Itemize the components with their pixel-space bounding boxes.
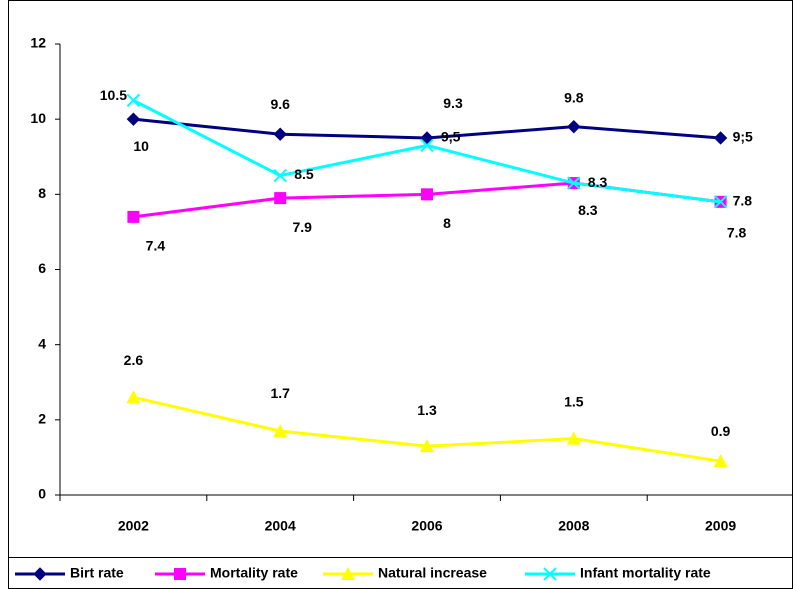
- data-label: 8: [443, 215, 451, 231]
- data-label: 1.7: [270, 385, 290, 401]
- data-label: 1.3: [417, 402, 437, 418]
- y-tick-label: 2: [38, 411, 46, 427]
- legend-box: [8, 557, 793, 589]
- data-label: 10: [133, 138, 149, 154]
- data-label: 9.3: [443, 95, 463, 111]
- data-label: 9,5: [441, 129, 461, 145]
- legend-label: Natural increase: [378, 565, 487, 581]
- data-label: 7.4: [146, 238, 166, 254]
- x-tick-label: 2002: [118, 518, 149, 534]
- data-label: 0.9: [711, 423, 731, 439]
- chart-border: [8, 0, 793, 589]
- x-tick-label: 2006: [411, 518, 442, 534]
- data-point: [273, 127, 287, 141]
- data-label: 7.9: [292, 219, 312, 235]
- y-tick-label: 10: [30, 110, 46, 126]
- data-point: [566, 431, 581, 445]
- data-label: 8.3: [588, 174, 608, 190]
- y-tick-label: 4: [38, 335, 46, 351]
- data-point: [126, 390, 141, 404]
- y-tick-label: 6: [38, 260, 46, 276]
- data-label: 8.3: [578, 202, 598, 218]
- data-point: [127, 210, 140, 223]
- data-point: [713, 454, 728, 468]
- legend-marker: [174, 568, 186, 580]
- data-label: 10.5: [100, 87, 127, 103]
- legend-marker: [341, 567, 355, 580]
- data-point: [567, 119, 581, 134]
- legend-marker: [33, 567, 47, 581]
- data-point: [713, 195, 728, 209]
- data-point: [420, 138, 434, 153]
- y-tick-label: 8: [38, 185, 46, 201]
- data-label: 9.8: [564, 89, 584, 105]
- y-tick-label: 0: [38, 486, 46, 502]
- data-point: [713, 131, 728, 145]
- x-tick-label: 2008: [558, 518, 589, 534]
- data-point: [567, 176, 581, 190]
- x-tick-label: 2004: [265, 518, 296, 534]
- data-label: 9;5: [733, 129, 753, 145]
- legend-label: Mortality rate: [210, 565, 298, 581]
- data-point: [126, 112, 141, 126]
- data-label: 8.5: [294, 166, 314, 182]
- y-tick-label: 12: [30, 35, 46, 51]
- data-label: 9.6: [270, 96, 290, 112]
- data-point: [126, 93, 141, 108]
- legend-label: Infant mortality rate: [580, 565, 711, 581]
- data-label: 1.5: [564, 393, 584, 409]
- legend-label: Birt rate: [70, 565, 124, 581]
- data-label: 7.8: [733, 193, 753, 209]
- data-point: [273, 168, 287, 183]
- data-label: 2.6: [124, 352, 144, 368]
- x-tick-label: 2009: [705, 518, 736, 534]
- legend-marker: [543, 567, 557, 581]
- data-label: 7.8: [727, 225, 747, 241]
- data-point: [274, 192, 287, 205]
- data-point: [420, 439, 434, 453]
- data-point: [273, 424, 288, 438]
- data-point: [421, 188, 433, 201]
